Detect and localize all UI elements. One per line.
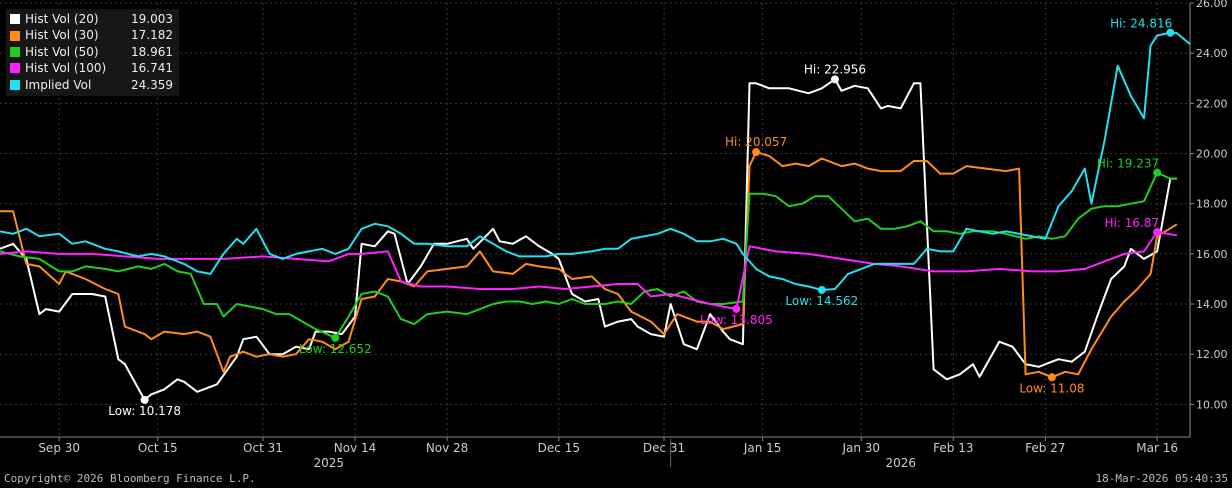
annotation-label: Low: 14.562: [785, 294, 858, 308]
copyright-text: Copyright© 2026 Bloomberg Finance L.P.: [4, 472, 256, 485]
annotation-label: Hi: 24.816: [1110, 17, 1172, 31]
timestamp-text: 18-Mar-2026 05:40:35: [1095, 472, 1228, 485]
legend-swatch: [10, 30, 20, 41]
annotation-label: Hi: 20.057: [725, 135, 787, 149]
year-label: 2025: [313, 456, 344, 470]
x-tick-label: Jan 15: [743, 441, 782, 455]
x-tick-label: Nov 14: [334, 441, 377, 455]
legend-value: 19.003: [131, 12, 173, 26]
y-tick-label: 26.00: [1196, 0, 1228, 10]
annotation-label: Hi: 22.956: [804, 62, 866, 76]
extreme-marker: [830, 75, 839, 84]
legend-value: 16.741: [131, 61, 173, 76]
legend-swatch: [10, 47, 20, 58]
legend-item-implied-vol[interactable]: Implied Vol 24.359: [10, 77, 173, 93]
y-tick-label: 18.00: [1196, 198, 1228, 211]
legend-label: Hist Vol (30): [25, 28, 99, 43]
legend-swatch: [10, 14, 20, 25]
series-line-0: [0, 78, 1177, 401]
x-tick-label: Nov 28: [426, 441, 469, 455]
series-line-1: [0, 151, 1178, 379]
legend-label: Hist Vol (100): [25, 61, 107, 76]
annotation-label: Hi: 16.87: [1105, 216, 1160, 230]
extreme-marker: [140, 395, 149, 404]
extreme-marker: [752, 148, 761, 157]
legend-swatch: [10, 79, 20, 90]
extreme-marker: [732, 304, 741, 313]
legend-item-hist-vol-100[interactable]: Hist Vol (100) 16.741: [10, 60, 173, 76]
extreme-marker: [1166, 28, 1175, 37]
y-tick-label: 22.00: [1196, 97, 1228, 110]
x-tick-label: Jan 30: [841, 441, 880, 455]
legend-value: 18.961: [131, 44, 173, 59]
extreme-marker: [331, 333, 340, 342]
legend-item-hist-vol-30[interactable]: Hist Vol (30) 17.182: [10, 27, 173, 43]
legend-swatch: [10, 63, 20, 74]
extreme-marker: [1153, 168, 1162, 177]
y-tick-label: 14.00: [1196, 298, 1228, 311]
series-line-3: [0, 231, 1178, 311]
x-tick-label: Dec 31: [643, 441, 685, 455]
legend-value: 24.359: [131, 77, 173, 92]
y-tick-label: 20.00: [1196, 148, 1228, 161]
x-tick-label: Oct 15: [138, 441, 178, 455]
x-tick-label: Feb 27: [1025, 441, 1065, 455]
legend-value: 17.182: [131, 28, 173, 43]
annotation-label: Low: 13.805: [700, 313, 773, 327]
y-tick-label: 16.00: [1196, 248, 1228, 261]
legend-label: Hist Vol (50): [25, 44, 99, 59]
annotation-label: Low: 12.652: [299, 342, 372, 356]
x-tick-label: Mar 16: [1136, 441, 1178, 455]
series-line-4: [0, 31, 1191, 291]
y-tick-label: 24.00: [1196, 47, 1228, 60]
y-tick-label: 10.00: [1196, 398, 1228, 411]
x-tick-label: Oct 31: [243, 441, 283, 455]
annotation-label: Hi: 19.237: [1097, 157, 1159, 171]
extreme-marker: [1047, 373, 1056, 382]
y-tick-label: 12.00: [1196, 348, 1228, 361]
extreme-marker: [817, 285, 826, 294]
legend-label: Implied Vol: [25, 77, 92, 92]
annotation-label: Low: 11.08: [1019, 381, 1084, 395]
legend-label: Hist Vol (20): [25, 12, 99, 26]
legend-item-hist-vol-50[interactable]: Hist Vol (50) 18.961: [10, 44, 173, 60]
legend: Hist Vol (20) 19.003 Hist Vol (30) 17.18…: [6, 9, 179, 97]
x-tick-label: Feb 13: [933, 441, 973, 455]
x-tick-label: Dec 15: [538, 441, 580, 455]
extreme-marker: [1153, 228, 1162, 237]
legend-item-hist-vol-20[interactable]: Hist Vol (20) 19.003: [10, 11, 173, 27]
x-tick-label: Sep 30: [38, 441, 80, 455]
series-line-2: [0, 171, 1177, 339]
annotation-label: Low: 10.178: [108, 404, 181, 418]
year-label: 2026: [885, 456, 916, 470]
